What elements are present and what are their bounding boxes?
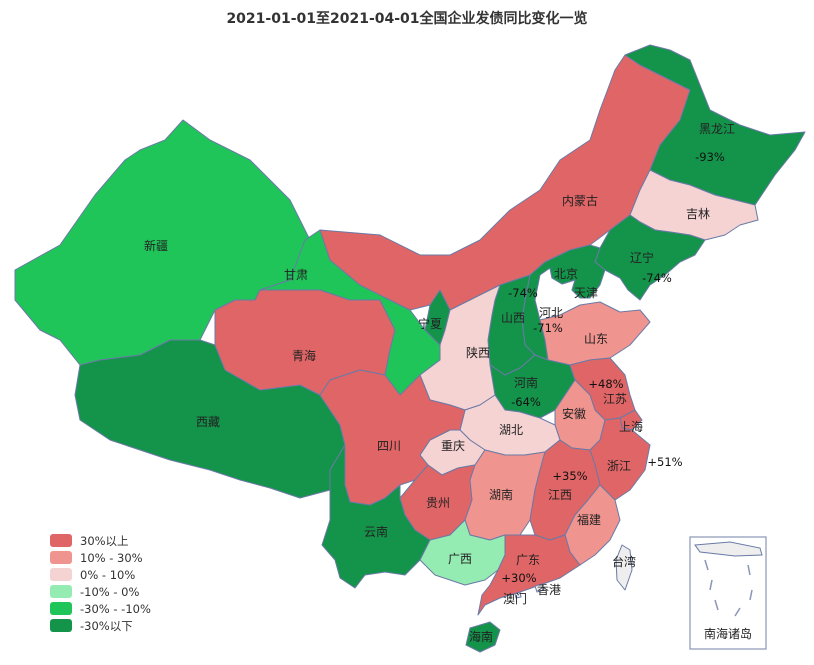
province-label-beijing: 北京 [554,267,578,281]
legend-item[interactable]: 30%以上 [50,532,151,549]
province-label-shanxi: 山西 [501,311,525,325]
legend-swatch [50,551,72,564]
province-label-guangdong: 广东 [516,553,540,567]
legend-item[interactable]: -30% - -10% [50,600,151,617]
legend-label: -30% - -10% [80,601,151,616]
inset-dash [747,564,751,576]
province-xianggang[interactable] [534,583,545,593]
province-guangdong[interactable] [477,534,581,616]
legend-swatch [50,619,72,632]
legend-label: 30%以上 [80,533,129,548]
inset-label: 南海诸岛 [704,626,752,641]
province-label-liaoning: 辽宁 [630,250,654,265]
inset-dash [734,607,741,617]
province-label-henan: 河南 [514,375,538,390]
province-label-hunan: 湖南 [489,487,513,502]
province-label-jiangxi: 江西 [548,488,572,502]
change-label-henan: -64% [511,395,541,409]
province-label-guizhou: 贵州 [426,496,450,510]
province-hainan[interactable] [465,621,501,653]
province-label-fujian: 福建 [577,512,601,527]
legend: 30%以上 10% - 30% 0% - 10% -10% - 0% -30% - -1… [50,532,151,634]
change-label-heilongjiang: -93% [695,150,725,164]
legend-swatch [50,534,72,547]
legend-label: 0% - 10% [80,567,136,582]
province-layer [14,44,806,653]
province-label-yunnan: 云南 [364,524,388,539]
province-label-qinghai: 青海 [292,348,316,363]
change-label-guangdong: +30% [501,571,536,585]
inset-dash [749,589,753,601]
legend-item[interactable]: 10% - 30% [50,549,151,566]
province-label-ningxia: 宁夏 [418,316,442,331]
province-label-hainan: 海南 [469,629,493,644]
province-label-guangxi: 广西 [448,552,472,566]
province-label-tianjin: 天津 [574,286,598,300]
province-label-xianggang: 香港 [537,583,561,597]
province-label-taiwan: 台湾 [612,554,636,569]
inset-dash [714,599,719,611]
legend-item[interactable]: -30%以下 [50,617,151,634]
province-label-xizang: 西藏 [196,415,220,429]
province-label-zhejiang: 浙江 [607,459,631,473]
change-label-beijing: -74% [508,286,538,300]
province-label-heilongjiang: 黑龙江 [699,122,735,136]
province-label-jiangsu: 江苏 [603,392,627,406]
legend-item[interactable]: 0% - 10% [50,566,151,583]
province-label-xinjiang: 新疆 [144,238,168,253]
inset-dash [709,579,713,591]
change-label-hebei: -71% [533,321,563,335]
change-label-jiangsu: +48% [588,377,623,391]
change-label-zhejiang: +51% [647,455,682,469]
province-label-shandong: 山东 [584,332,608,346]
map-title: 2021-01-01至2021-04-01全国企业发债同比变化一览 [226,11,588,27]
change-label-jiangxi: +35% [552,469,587,483]
legend-swatch [50,585,72,598]
province-aomen[interactable] [514,591,522,599]
legend-label: -10% - 0% [80,584,140,599]
province-label-shaanxi: 陕西 [466,345,490,360]
province-label-sichuan: 四川 [377,439,401,453]
province-label-jilin: 吉林 [686,207,710,221]
province-label-chongqing: 重庆 [441,439,465,453]
legend-label: -30%以下 [80,618,133,633]
province-hunan[interactable] [464,449,546,541]
province-label-shanghai: 上海 [619,419,643,434]
change-label-liaoning: -74% [642,271,672,285]
south-china-sea-inset: 南海诸岛 [689,536,767,650]
province-label-anhui: 安徽 [562,406,586,421]
legend-label: 10% - 30% [80,550,143,565]
province-taiwan[interactable] [615,544,633,591]
inset-coast [694,541,763,557]
province-yunnan[interactable] [321,444,431,589]
province-label-gansu: 甘肃 [284,268,308,282]
legend-item[interactable]: -10% - 0% [50,583,151,600]
province-label-aomen: 澳门 [503,591,527,606]
legend-swatch [50,602,72,615]
legend-swatch [50,568,72,581]
province-label-hebei: 河北 [539,306,563,320]
inset-dash [704,559,709,571]
province-label-hubei: 湖北 [499,422,523,437]
province-label-neimenggu: 内蒙古 [562,193,598,208]
